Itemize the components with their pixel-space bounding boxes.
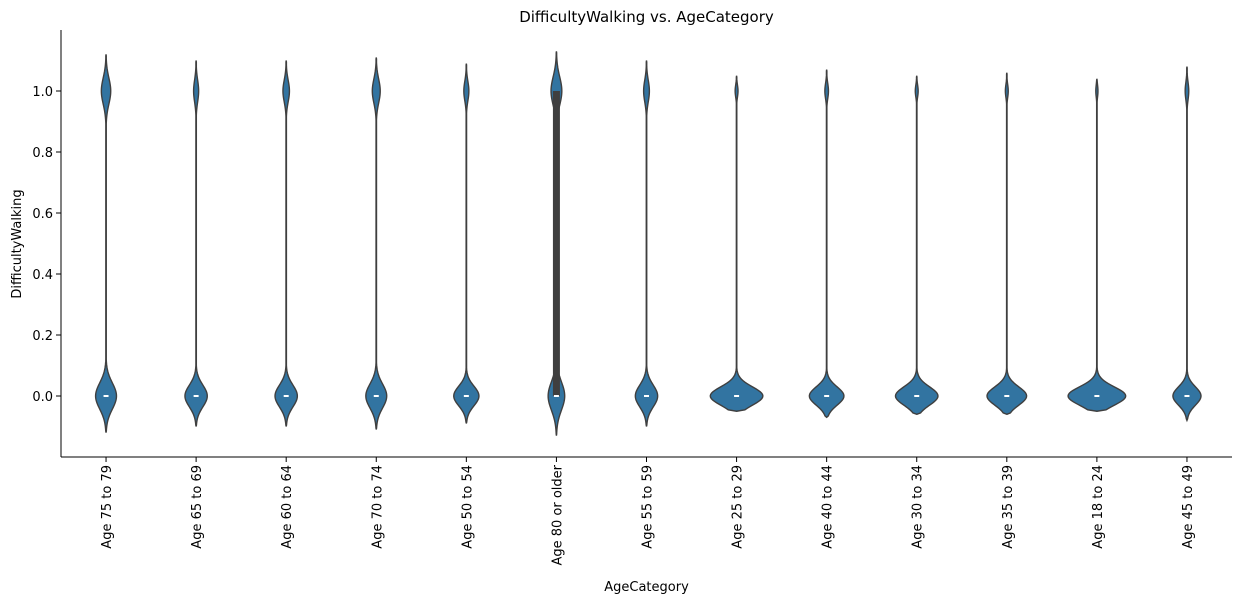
x-tick-label: Age 25 to 29 (731, 465, 746, 549)
violin-body (634, 60, 659, 427)
y-ticks: 0.0 0.2 0.4 0.6 0.8 1.0 (32, 85, 61, 405)
x-tick-label: Age 30 to 34 (911, 465, 926, 549)
y-tick-label: 0.6 (32, 207, 53, 222)
x-tick-label: Age 18 to 24 (1091, 465, 1106, 549)
y-axis-label: DifficultyWalking (10, 189, 25, 298)
y-tick-label: 1.0 (32, 85, 53, 100)
x-tick-label: Age 45 to 49 (1181, 465, 1196, 549)
plot-area: 0.0 0.2 0.4 0.6 0.8 1.0 Age 75 to 79 Age 65 to… (32, 30, 1232, 566)
violin-body (453, 63, 480, 424)
x-tick-label: Age 40 to 44 (821, 465, 836, 549)
x-tick-label: Age 75 to 79 (100, 465, 115, 549)
x-ticks: Age 75 to 79 Age 65 to 69 Age 60 to 64 Age … (100, 457, 1196, 566)
x-tick-label: Age 65 to 69 (190, 465, 205, 549)
violin-body (184, 60, 208, 427)
violin-body (709, 75, 764, 412)
violin-body (808, 69, 845, 419)
violin-body (274, 60, 299, 427)
y-tick-label: 0.0 (32, 390, 53, 405)
violin-body (986, 72, 1028, 416)
x-tick-label: Age 60 to 64 (280, 465, 295, 549)
x-tick-label: Age 80 or older (550, 464, 565, 565)
y-tick-label: 0.4 (32, 268, 53, 283)
violin-body (1172, 66, 1202, 423)
x-axis-label: AgeCategory (604, 580, 689, 595)
y-tick-label: 0.8 (32, 146, 53, 161)
chart-title: DifficultyWalking vs. AgeCategory (519, 8, 774, 26)
violin-body (894, 75, 939, 416)
x-tick-label: Age 35 to 39 (1001, 465, 1016, 549)
violins-layer (94, 51, 1202, 436)
x-tick-label: Age 55 to 59 (641, 465, 656, 549)
y-tick-label: 0.2 (32, 329, 53, 344)
violin-iqr-box (552, 91, 560, 396)
violin-body (94, 54, 118, 433)
violin-body (365, 57, 388, 430)
x-tick-label: Age 70 to 74 (370, 465, 385, 549)
violin-body (1067, 78, 1127, 412)
x-tick-label: Age 50 to 54 (460, 465, 475, 549)
